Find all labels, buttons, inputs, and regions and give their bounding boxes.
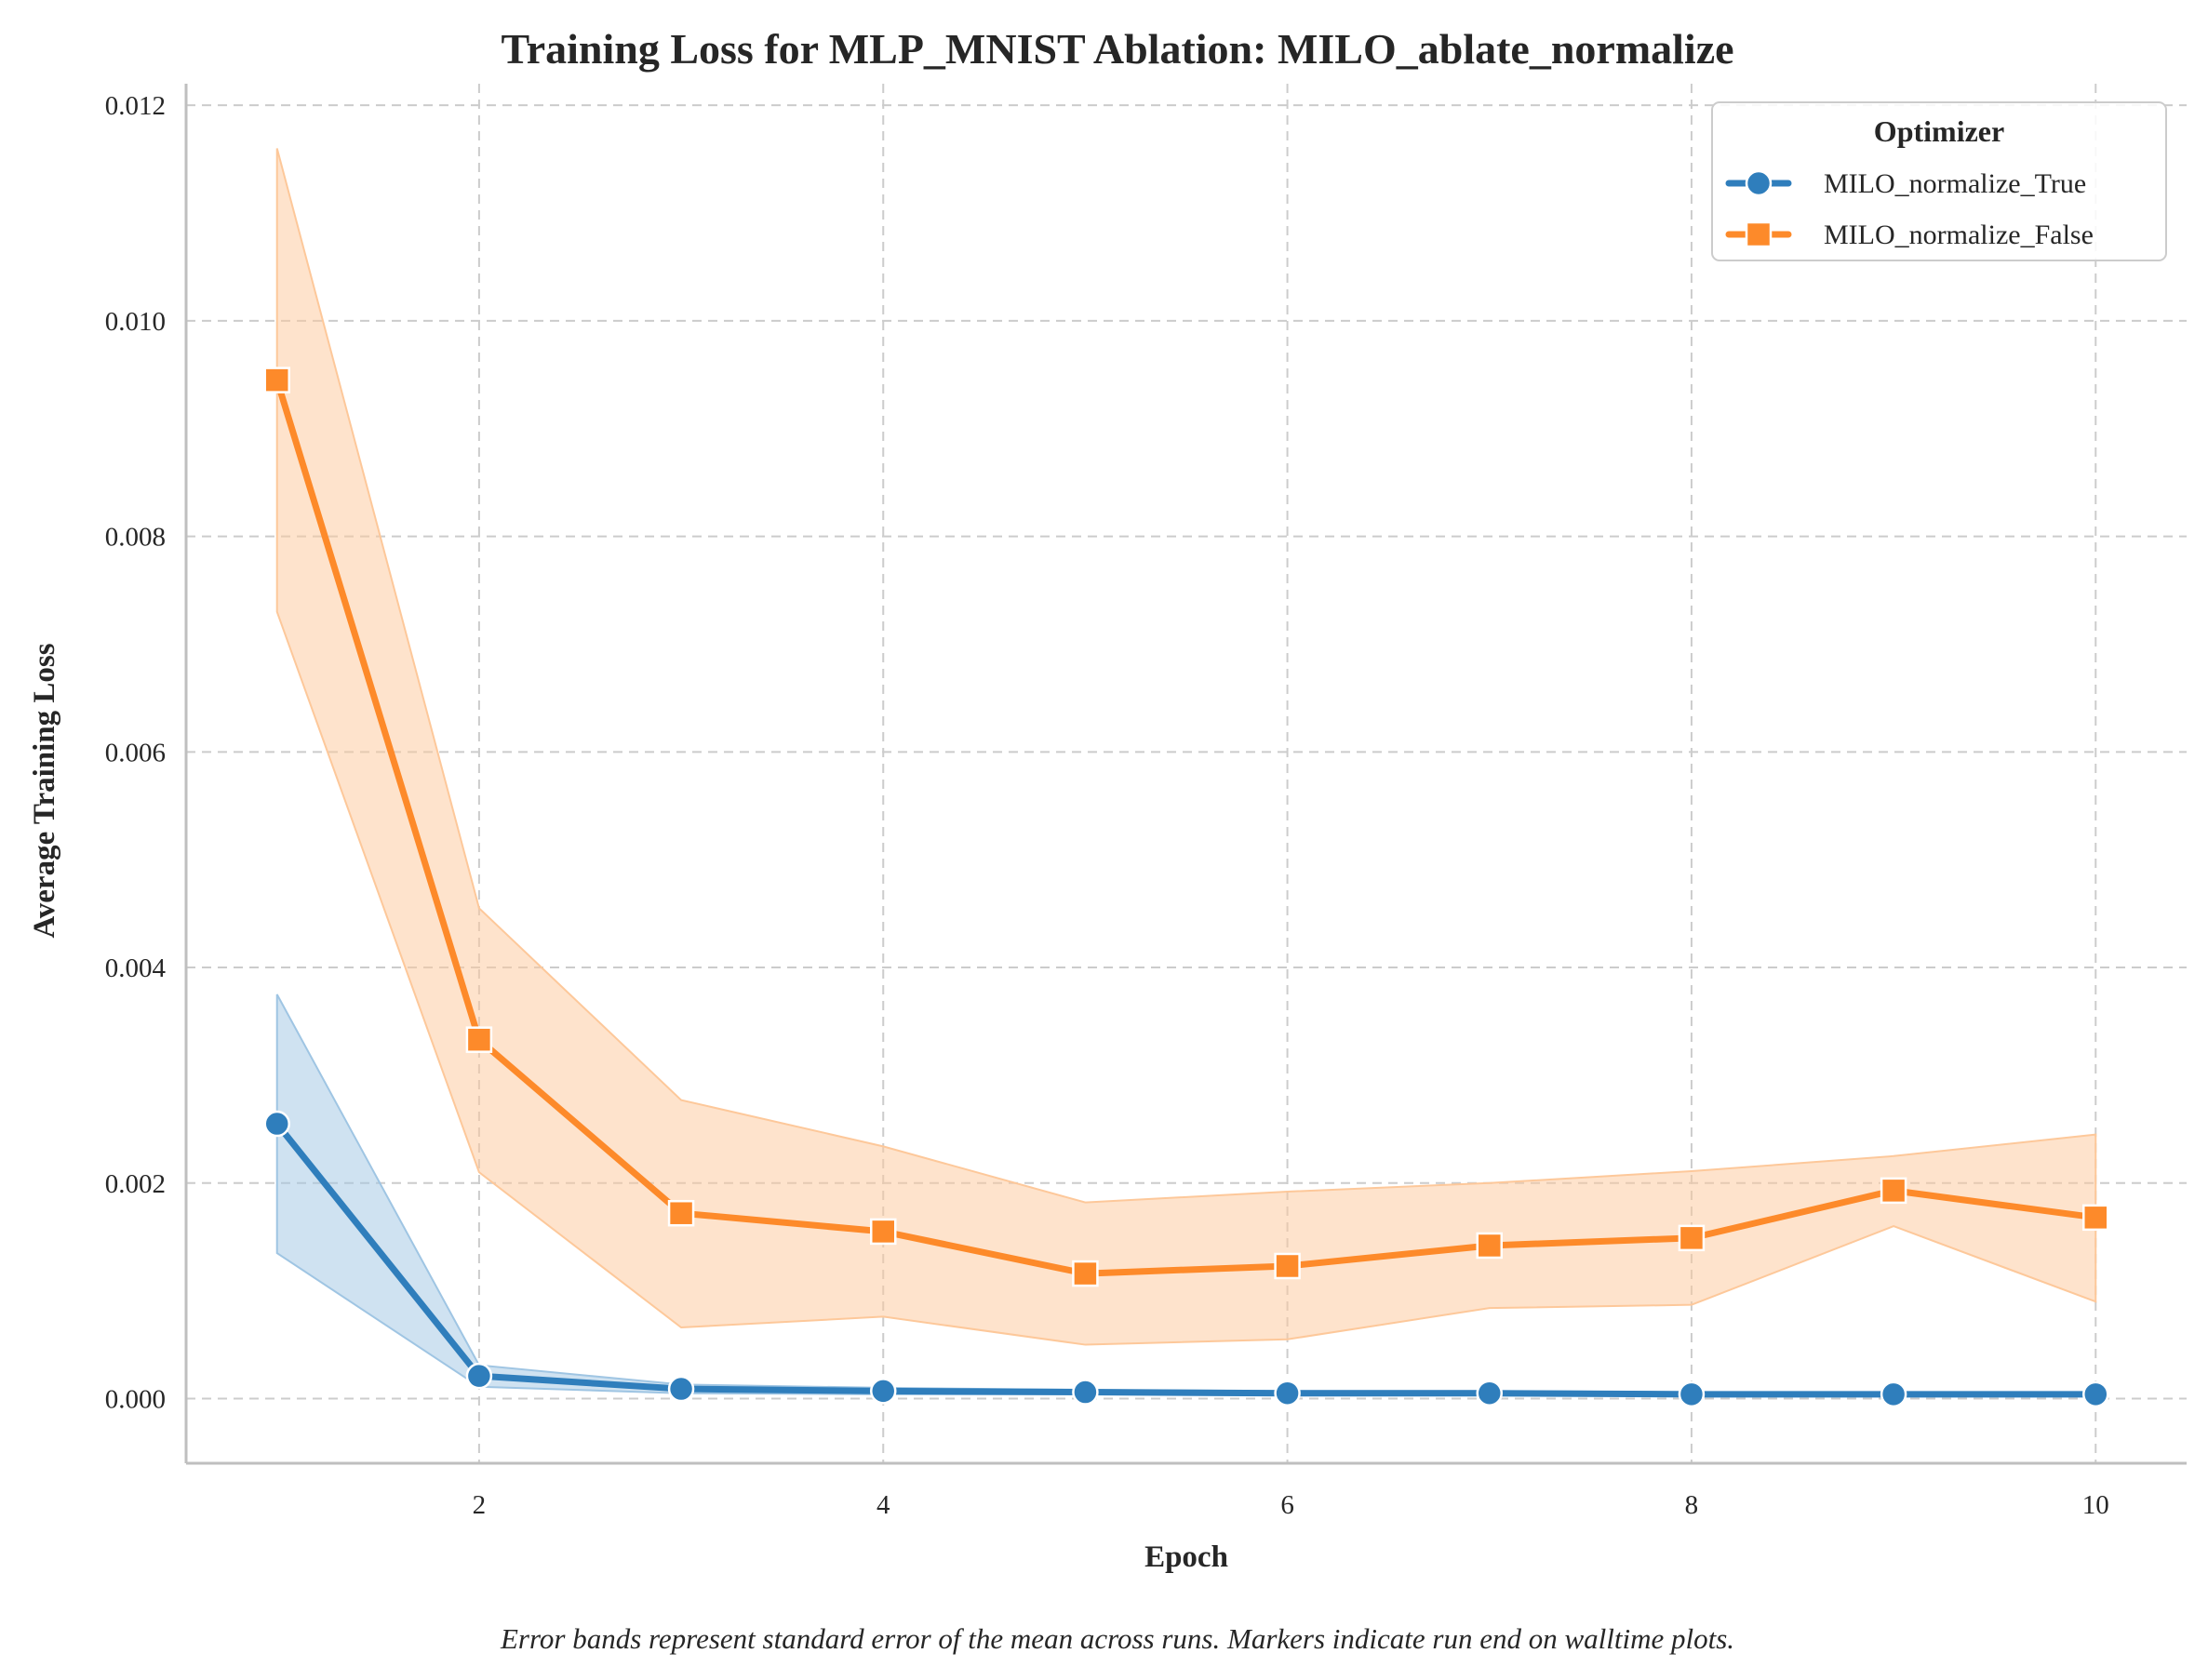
legend-label-MILO_normalize_False: MILO_normalize_False [1824,220,2094,250]
y-tick-labels: 0.000 0.002 0.004 0.006 0.008 0.010 0.012 [105,91,167,1414]
y-axis-label: Average Training Loss [28,643,61,938]
data-point [465,1362,493,1390]
data-point [263,1110,290,1138]
series-line-MILO_normalize_True [274,1120,2099,1398]
data-point [1274,1252,1301,1280]
error-band-MILO_normalize_False [275,148,2097,1346]
x-tick-labels: 2 4 6 8 10 [473,1490,2109,1520]
series-line-MILO_normalize_False [274,377,2099,1277]
x-tick-label: 4 [877,1490,890,1520]
data-point [1678,1380,1706,1408]
legend-marker-MILO_normalize_True [1745,169,1773,197]
x-tick-label: 10 [2082,1490,2109,1520]
x-tick-label: 6 [1280,1490,1294,1520]
data-point [263,367,290,393]
legend-frame [1711,101,2167,261]
series-markers [263,367,2109,1408]
data-point [1072,1379,1099,1406]
legend-title: Optimizer [1874,114,2004,148]
data-point [465,1026,493,1053]
legend-entries: MILO_normalize_True MILO_normalize_False [1725,168,2094,250]
y-tick-label: 0.010 [105,307,166,337]
data-point [1476,1232,1504,1260]
data-point [869,1378,897,1405]
x-tick-label: 8 [1685,1490,1699,1520]
y-tick-label: 0.000 [105,1384,166,1414]
data-point [2082,1204,2109,1232]
data-point [2082,1380,2109,1408]
y-tick-label: 0.006 [105,738,166,767]
y-tick-label: 0.008 [105,523,166,553]
legend-marker-MILO_normalize_False [1745,220,1773,248]
legend-label-MILO_normalize_True: MILO_normalize_True [1824,168,2086,199]
y-tick-label: 0.012 [105,91,166,121]
y-tick-label: 0.004 [105,953,167,983]
data-point [1072,1260,1099,1287]
data-point [1274,1380,1301,1407]
chart-caption: Error bands represent standard error of … [500,1622,1734,1655]
data-point [1678,1224,1706,1252]
series-lines [274,377,2099,1398]
data-point [667,1375,695,1403]
chart-title: Training Loss for MLP_MNIST Ablation: MI… [501,25,1733,73]
data-point [1880,1177,1907,1205]
legend: Optimizer MILO_normalize_TrueMILO_normal… [1711,101,2167,261]
data-point [667,1199,695,1227]
data-point [1476,1380,1504,1407]
data-point [869,1218,897,1246]
x-axis-label: Epoch [1144,1540,1228,1574]
grid-lines [186,84,2187,1463]
y-tick-label: 0.002 [105,1169,166,1199]
x-tick-label: 2 [473,1490,487,1520]
data-point [1880,1380,1907,1408]
